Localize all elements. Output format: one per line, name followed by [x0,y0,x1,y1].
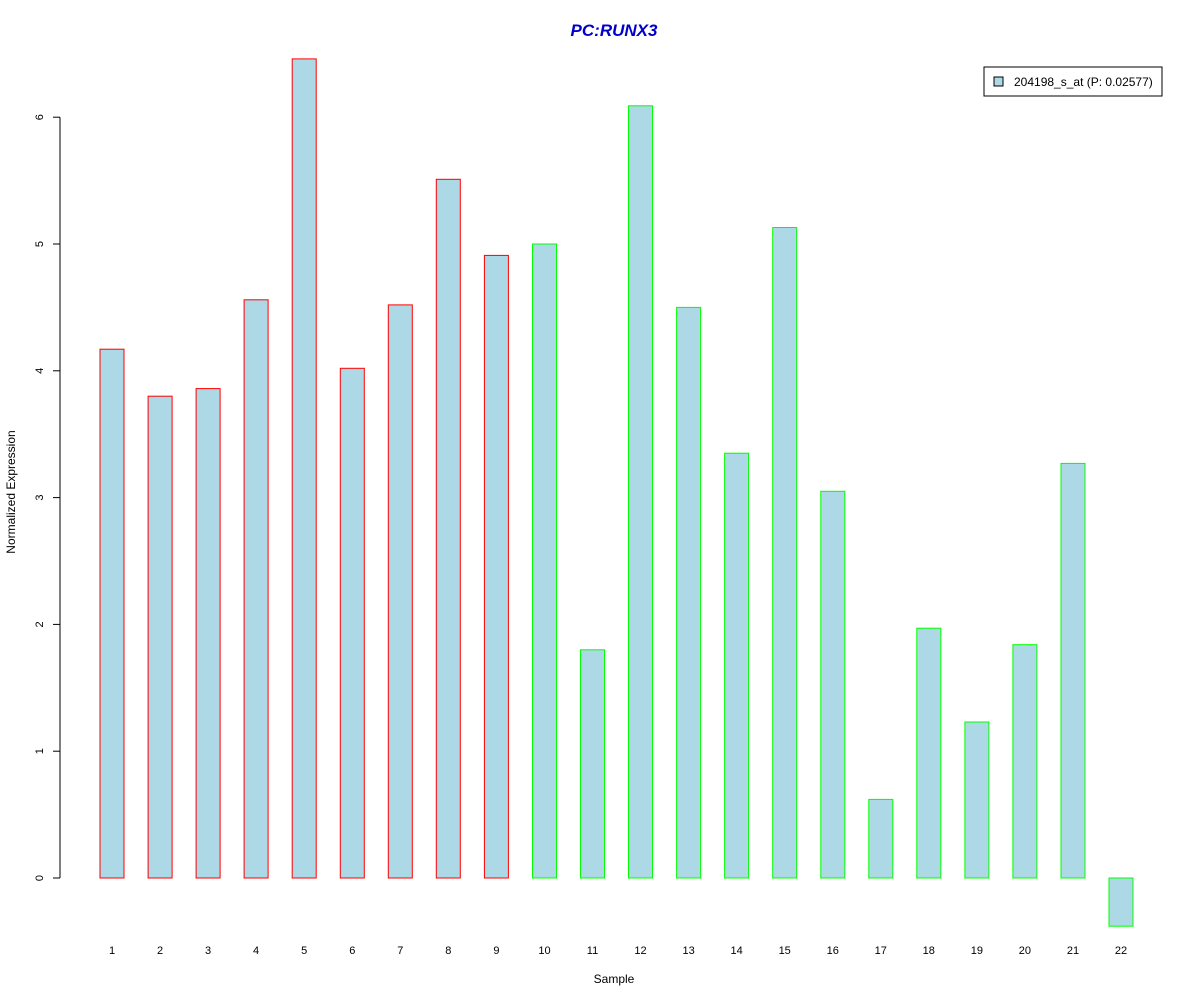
x-tick-label: 6 [349,945,355,957]
x-tick-label: 13 [682,945,694,957]
x-tick-label: 7 [397,945,403,957]
bar-sample-21 [1060,462,1086,879]
bar-sample-9 [483,254,509,879]
x-tick-label: 16 [827,945,839,957]
y-tick-label: 2 [34,621,46,627]
y-tick-label: 6 [34,114,46,120]
y-tick-label: 1 [34,748,46,754]
bar-sample-10 [532,243,557,879]
legend-box [983,66,1163,97]
bar-sample-3 [195,388,221,879]
x-tick-label: 2 [157,945,163,957]
bar-sample-6 [339,367,365,879]
x-axis-label: Sample [594,972,635,986]
bar-sample-2 [147,395,173,879]
x-tick-label: 1 [109,945,115,957]
bar-sample-12 [628,105,653,879]
bar-sample-8 [435,178,461,879]
y-tick-label: 4 [34,368,46,374]
bar-sample-18 [916,627,942,879]
bar-sample-19 [964,721,990,879]
y-tick-label: 5 [34,241,46,247]
bar-sample-1 [99,348,125,879]
y-ticks: 0 1 2 3 4 5 6 [34,114,60,881]
bar-sample-16 [820,490,846,879]
x-tick-label: 15 [779,945,791,957]
x-tick-label: 5 [301,945,307,957]
bar-sample-20 [1012,644,1038,879]
x-tick-label: 20 [1019,945,1031,957]
x-tick-label: 17 [875,945,887,957]
chart-title: PC:RUNX3 [571,21,658,40]
bar-sample-11 [580,649,605,879]
bars-layer [99,58,1134,927]
bar-sample-7 [387,304,413,879]
legend: 204198_s_at (P: 0.02577) [983,66,1163,97]
x-tick-label: 11 [587,945,598,957]
bar-sample-4 [243,299,269,879]
bar-sample-17 [868,798,894,879]
legend-swatch [993,76,1004,87]
bar-sample-5 [291,58,317,879]
x-tick-label: 14 [730,945,742,957]
bar-sample-13 [676,306,702,879]
x-tick-label: 18 [923,945,935,957]
x-tick-label: 19 [971,945,983,957]
x-tick-label: 21 [1067,945,1079,957]
bar-sample-14 [724,452,750,879]
bar-sample-22 [1108,877,1134,927]
x-tick-labels: 1 2 3 4 5 6 7 8 9 10 11 12 13 14 15 16 17 18 19 20 21 22 [109,945,1127,957]
x-tick-label: 8 [445,945,451,957]
bar-sample-15 [772,227,798,879]
x-tick-label: 12 [634,945,646,957]
x-tick-label: 10 [538,945,550,957]
y-axis-label: Normalized Expression [4,430,18,553]
y-axis: 0 1 2 3 4 5 6 [34,114,61,881]
x-tick-label: 22 [1115,945,1127,957]
x-tick-label: 9 [493,945,499,957]
y-tick-label: 3 [34,495,46,501]
x-tick-label: 4 [253,945,259,957]
y-tick-label: 0 [34,875,46,881]
x-tick-label: 3 [205,945,211,957]
legend-label: 204198_s_at (P: 0.02577) [1014,75,1153,89]
